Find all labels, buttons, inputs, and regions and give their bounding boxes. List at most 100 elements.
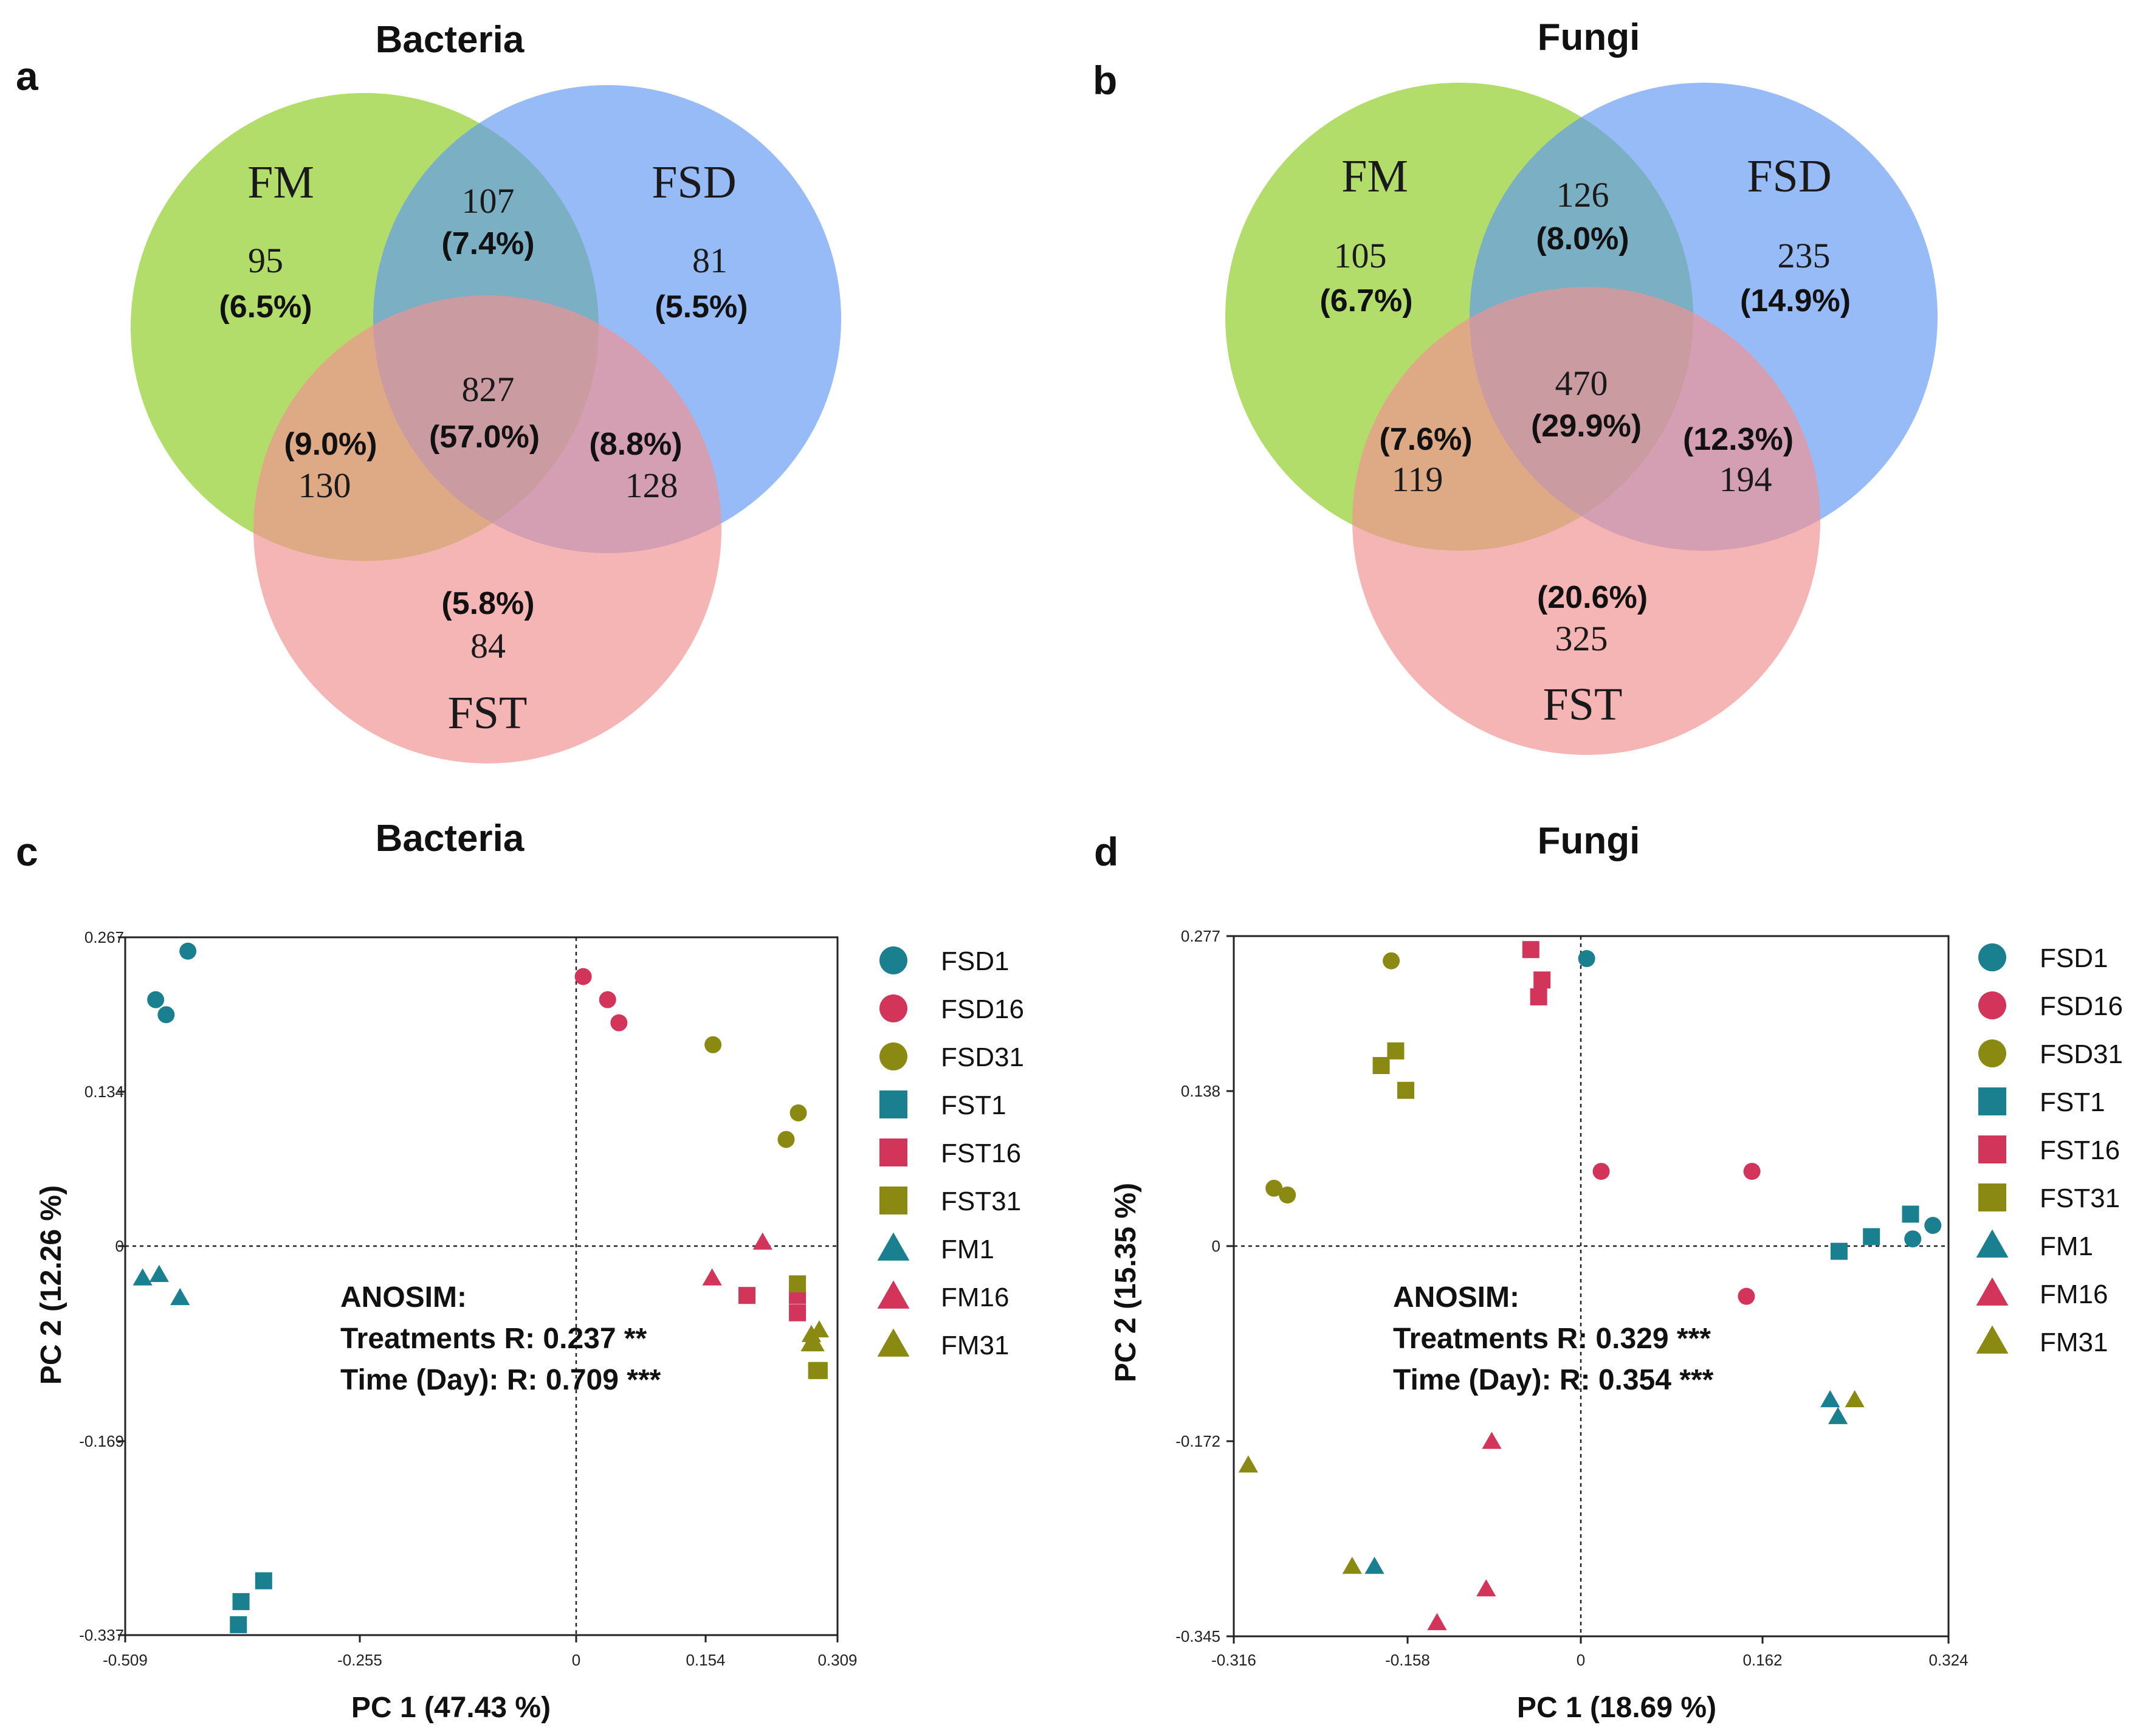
pcoa-c-legend-label-fst31: FST31 [941,1187,1021,1216]
venn-a-all-count: 827 [462,370,515,409]
pcoa-d-ytick-label: 0.277 [1181,927,1220,945]
pcoa-c-yticks: 0.267 0.134 0 -0.169 -0.337 [79,928,125,1644]
pcoa-d-point-fsd31 [1279,1186,1296,1204]
pcoa-d-anosim-line2: Treatments R: 0.329 *** [1393,1323,1711,1355]
pcoa-d-legend-marker-fsd1 [1978,943,2006,971]
pcoa-d-point-fsd31 [1265,1179,1283,1197]
pcoa-c-legend-marker-fm1 [877,1232,910,1261]
pcoa-c-point-fsd16 [574,968,592,985]
pcoa-c-plot-frame [124,936,839,1636]
pcoa-d-anosim-line1: ANOSIM: [1393,1281,1519,1314]
pcoa-d-ytick-label: 0.138 [1181,1082,1220,1100]
pcoa-d-legend-marker-fst31 [1978,1183,2006,1211]
venn-b-fst-only-count: 325 [1555,619,1608,658]
pcoa-d-point-fsd16 [1592,1163,1610,1180]
venn-b-fsd-only-pct: (14.9%) [1740,283,1851,319]
venn-b-fsd-fst-pct: (12.3%) [1683,422,1794,457]
venn-a-fm-fsd-pct: (7.4%) [441,226,534,261]
panel-b: b Fungi FM FSD FST 105 (6.7%) 126 (8.0%)… [1093,16,1938,755]
pcoa-c-legend-marker-fm31 [877,1328,910,1357]
pcoa-c-point-fsd1 [147,991,165,1008]
pcoa-c-ytick-label: -0.337 [79,1626,124,1644]
pcoa-d-legend-label-fsd1: FSD1 [2040,943,2108,973]
venn-a-set-fsd: FSD [652,157,736,208]
pcoa-c-point-fsd31 [777,1131,795,1148]
pcoa-d-point-fm31 [1342,1557,1362,1574]
venn-b-fm-fst-pct: (7.6%) [1379,422,1472,457]
pcoa-c-points [132,942,830,1633]
pcoa-d-legend-marker-fsd16 [1978,991,2006,1019]
panel-d: d Fungi 0.277 0.138 0 -0.172 -0.345 -0.3… [1094,820,2123,1724]
pcoa-c-xtick-label: -0.509 [103,1651,148,1669]
pcoa-d-point-fsd16 [1743,1163,1761,1180]
pcoa-d-xticks: -0.316 -0.158 0 0.162 0.324 [1211,1636,1969,1669]
pcoa-d-point-fm16 [1427,1613,1447,1630]
pcoa-c-anosim-line2: Treatments R: 0.237 ** [340,1323,647,1355]
pcoa-c-point-fsd31 [789,1104,807,1121]
pcoa-c-point-fm1 [149,1264,169,1283]
venn-a-fm-fsd-count: 107 [462,181,515,221]
pcoa-d-legend-marker-fst16 [1978,1135,2006,1163]
venn-a-all-pct: (57.0%) [429,419,540,455]
venn-b-fm-fsd-count: 126 [1557,175,1609,215]
pcoa-c-ylabel: PC 2 (12.26 %) [35,1185,67,1385]
pcoa-c-point-fm16 [752,1232,772,1250]
pcoa-d-point-fst16 [1522,941,1539,959]
panel-c-title: Bacteria [376,818,525,859]
pcoa-d-ytick-label: -0.172 [1175,1432,1220,1450]
pcoa-c-point-fm16 [702,1268,722,1286]
pcoa-c-ytick-label: 0.134 [84,1083,124,1101]
venn-a-fst-only-count: 84 [470,626,506,666]
pcoa-c-legend-label-fst1: FST1 [941,1090,1006,1120]
pcoa-c-point-fm1 [170,1287,190,1306]
pcoa-d-legend: FSD1 FSD16 FSD31 FST1 FST16 FST31 FM1 FM16 FM31 [1976,943,2123,1357]
pcoa-c-point-fm1 [132,1268,153,1286]
pcoa-d-point-fst31 [1372,1056,1390,1074]
pcoa-d-ylabel: PC 2 (15.35 %) [1110,1183,1142,1382]
pcoa-c-legend-marker-fsd16 [879,994,907,1022]
pcoa-c-point-fst31 [810,1362,828,1379]
pcoa-d-point-fst1 [1830,1242,1848,1260]
pcoa-c-point-fsd31 [704,1036,722,1053]
pcoa-d-point-fm16 [1476,1579,1496,1597]
venn-a-circle-fst [253,295,721,763]
venn-b-fsd-fst-count: 194 [1719,460,1772,499]
pcoa-d-xlabel: PC 1 (18.69 %) [1517,1692,1716,1724]
venn-a-fsd-only-pct: (5.5%) [655,289,748,325]
panel-a-label: a [16,53,39,98]
pcoa-c-xtick-label: -0.255 [337,1651,382,1669]
pcoa-d-legend-label-fm16: FM16 [2040,1280,2108,1309]
pcoa-c-point-fsd1 [157,1006,175,1024]
venn-a-fst-only-pct: (5.8%) [441,586,534,621]
pcoa-d-ytick-label: -0.345 [1175,1627,1220,1645]
panel-c: c Bacteria 0.267 0.134 0 -0.169 -0.337 -… [16,818,1024,1724]
pcoa-d-legend-label-fst1: FST1 [2040,1087,2105,1117]
pcoa-c-anosim-line3: Time (Day): R: 0.709 *** [340,1364,661,1396]
pcoa-c-point-fst1 [230,1616,247,1633]
pcoa-c-point-fst16 [789,1304,807,1321]
pcoa-c-legend-label-fm16: FM16 [941,1283,1009,1312]
pcoa-c-ytick-label: 0 [115,1237,124,1255]
pcoa-d-xtick-label: 0 [1577,1651,1585,1669]
pcoa-d-legend-label-fst16: FST16 [2040,1135,2120,1165]
pcoa-c-legend-marker-fst31 [879,1187,907,1214]
venn-b-set-fsd: FSD [1747,151,1831,202]
pcoa-c-legend-label-fsd16: FSD16 [941,994,1024,1024]
pcoa-c-point-fsd16 [610,1014,628,1032]
pcoa-d-point-fst16 [1533,971,1551,989]
pcoa-d-point-fm1 [1364,1557,1385,1574]
pcoa-c-xtick-label: 0 [572,1651,580,1669]
venn-a-fsd-fst-count: 128 [625,466,678,505]
panel-c-label: c [16,829,38,874]
pcoa-d-point-fm1 [1828,1407,1848,1424]
panel-a: a Bacteria FM FSD FST 95 (6.5%) 107 (7.4… [16,19,841,763]
pcoa-c-point-fm31 [809,1320,830,1338]
pcoa-d-legend-marker-fm1 [1976,1229,2009,1258]
pcoa-c-point-fst1 [232,1593,250,1610]
pcoa-d-point-fst31 [1397,1081,1414,1099]
venn-b-fm-fsd-pct: (8.0%) [1536,221,1629,257]
pcoa-d-legend-label-fm1: FM1 [2040,1231,2093,1261]
venn-a-set-fm: FM [247,157,314,208]
pcoa-c-xtick-label: 0.154 [686,1651,725,1669]
pcoa-c-point-fsd16 [599,991,616,1008]
